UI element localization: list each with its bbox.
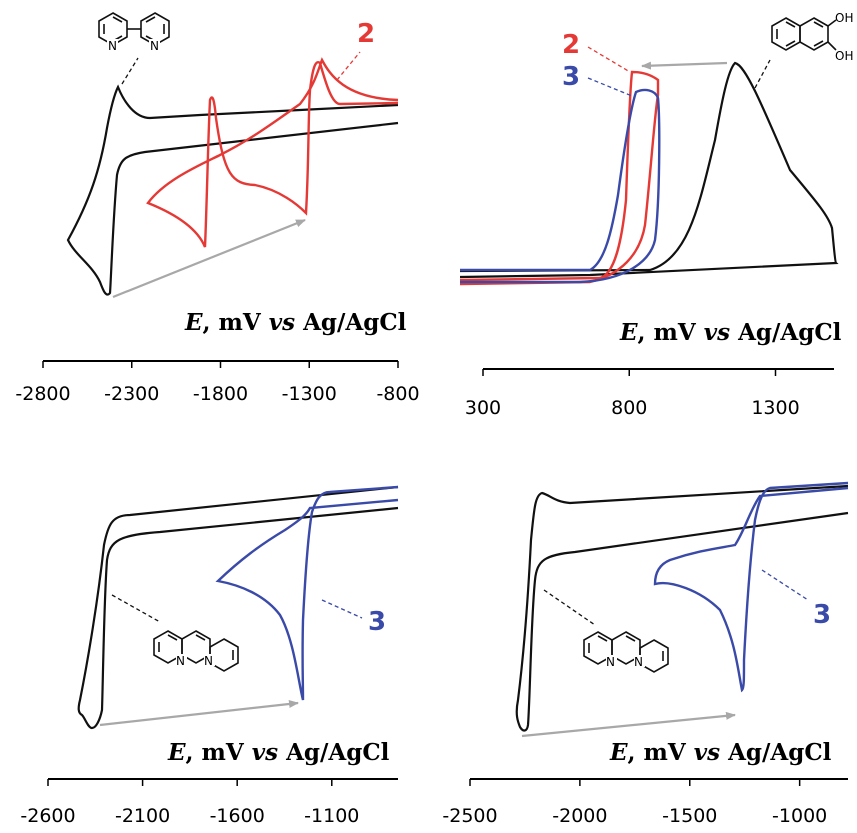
x-tick-label: -1600 (210, 805, 265, 827)
label-compound-3-top-right: 3 (562, 62, 580, 92)
x-axis: -2600 -2100 -1600 -1100 (20, 778, 398, 827)
label-compound-2-top-left: 2 (357, 19, 375, 49)
atom-n: N (606, 655, 615, 669)
panel-bottom-right: 3 N N E, mV vs Ag/AgCl -2500 -2000 -1500 -1… (442, 481, 849, 827)
x-tick-label: -2600 (20, 805, 75, 827)
x-tick-label: -1300 (282, 383, 337, 405)
x-axis: -2800 -2300 -1800 -1300 -800 (15, 360, 420, 405)
x-tick-label: -1100 (304, 805, 359, 827)
x-axis-title: E, mV vs Ag/AgCl (609, 739, 832, 766)
arrow-phenanthroline-to-3 (99, 700, 299, 727)
atom-oh: OH (835, 11, 853, 25)
leader-3-top-right (587, 77, 633, 97)
x-axis: -2500 -2000 -1500 -1000 (442, 778, 848, 827)
arrow-diol-to-complexes (641, 61, 728, 70)
x-tick-label: 300 (465, 397, 501, 419)
x-tick-label: 1300 (751, 397, 799, 419)
atom-n: N (176, 654, 185, 668)
x-tick-label: -1000 (772, 805, 827, 827)
x-tick-label: -2100 (115, 805, 170, 827)
leader-phenanthroline (111, 594, 161, 623)
cv-curve-compound-2 (146, 57, 399, 248)
panel-top-left: 2 N N E, mV vs Ag/AgCl -2800 -2300 -1800 -1… (15, 12, 420, 405)
leader-bipyridine (121, 57, 139, 85)
x-tick-label: 800 (611, 397, 647, 419)
x-axis-title: E, mV vs Ag/AgCl (167, 739, 390, 766)
x-axis-title: E, mV vs Ag/AgCl (184, 309, 407, 336)
x-tick-label: -1500 (662, 805, 717, 827)
cv-curve-compound-3 (653, 481, 849, 693)
panel-top-right: 2 3 OH OH E, mV vs Ag/AgCl 300 800 1300 (459, 11, 853, 419)
atom-n: N (108, 39, 117, 53)
atom-n: N (150, 39, 159, 53)
x-tick-label: -1800 (193, 383, 248, 405)
atom-n: N (204, 654, 213, 668)
leader-2-top-right (587, 46, 631, 73)
x-axis: 300 800 1300 (465, 368, 834, 419)
x-axis-title: E, mV vs Ag/AgCl (619, 319, 842, 346)
label-compound-2-top-right: 2 (562, 30, 580, 60)
label-compound-3-bottom-left: 3 (368, 607, 386, 637)
cv-curve-compound-2 (459, 70, 660, 286)
atom-n: N (634, 655, 643, 669)
cv-curve-compound-3 (215, 485, 399, 701)
phenanthroline-structure (583, 631, 669, 673)
x-tick-label: -2800 (15, 383, 70, 405)
x-tick-label: -2300 (104, 383, 159, 405)
label-compound-3-bottom-right: 3 (813, 600, 831, 630)
cv-curve-phenanthroline (77, 485, 399, 730)
leader-3-bottom-left (321, 599, 363, 619)
x-tick-label: -2000 (552, 805, 607, 827)
leader-3-bottom-right (761, 569, 809, 601)
cv-curve-naphthalenediol (459, 61, 839, 279)
phenanthroline-structure (153, 630, 239, 672)
panel-bottom-left: 3 N N E, mV vs Ag/AgCl -2600 -2100 -1600 -1… (20, 485, 399, 827)
leader-2-top-left (336, 51, 361, 81)
arrow-bipyridine-to-2 (112, 218, 306, 299)
leader-naphthalenediol (754, 59, 771, 89)
x-tick-label: -800 (376, 383, 419, 405)
arrow-phenanthroline-to-3 (521, 711, 736, 738)
cv-curve-compound-3 (460, 88, 661, 284)
leader-phenanthroline (543, 589, 596, 626)
atom-oh: OH (835, 49, 853, 63)
naphthalenediol-structure (771, 17, 837, 51)
cv-curve-bipyridine (66, 84, 399, 296)
x-tick-label: -2500 (442, 805, 497, 827)
cv-curve-phenanthroline (515, 484, 849, 732)
